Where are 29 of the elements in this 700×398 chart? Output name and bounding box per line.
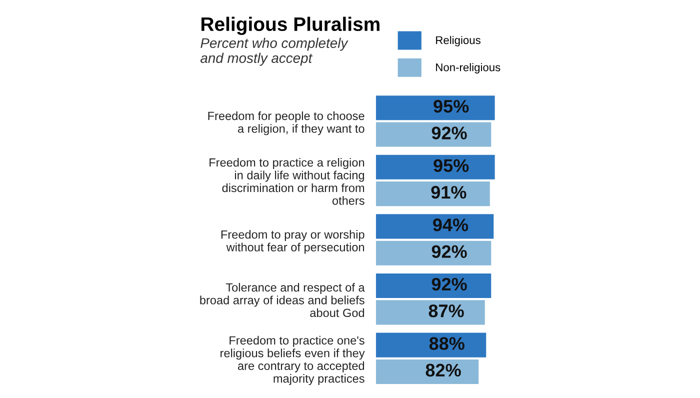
bar [376, 154, 495, 180]
data-label: 88% [429, 337, 464, 350]
data-label: 91% [431, 186, 466, 199]
bar [376, 122, 492, 147]
y-tick-label: Freedom for people to choose a religion, if they want to [208, 111, 364, 136]
y-tick-label: Freedom to practice one's religious beliefs even if they are contrary to accepted majority practices [220, 336, 365, 386]
bar [376, 96, 495, 120]
data-label: 95% [434, 100, 469, 113]
bar [376, 182, 490, 206]
data-label: 92% [432, 278, 467, 291]
chart-title: Religious Pluralism [202, 16, 380, 35]
chart-subtitle: Percent who completely and mostly accept [200, 38, 348, 66]
y-tick-label: Freedom to practice a religion in daily life without facing discrimination or harm from others [210, 158, 364, 205]
data-label: 82% [426, 364, 461, 377]
data-label: 92% [432, 245, 467, 258]
y-tick-label: Tolerance and respect of a broad array of ideas and beliefs about God [200, 282, 365, 318]
data-label: 92% [432, 126, 467, 140]
bar [376, 240, 492, 266]
data-label: 87% [428, 304, 464, 318]
bar [376, 300, 485, 325]
bar [376, 273, 492, 298]
data-label: 94% [433, 218, 468, 232]
data-label: 95% [434, 159, 469, 172]
legend-label: Religious [436, 36, 480, 46]
bar [376, 359, 479, 384]
legend-label: Non-religious [436, 63, 500, 74]
bar [376, 332, 486, 358]
y-tick-label: Freedom to pray or worship without fear of persecution [221, 230, 364, 254]
bar [376, 214, 494, 239]
